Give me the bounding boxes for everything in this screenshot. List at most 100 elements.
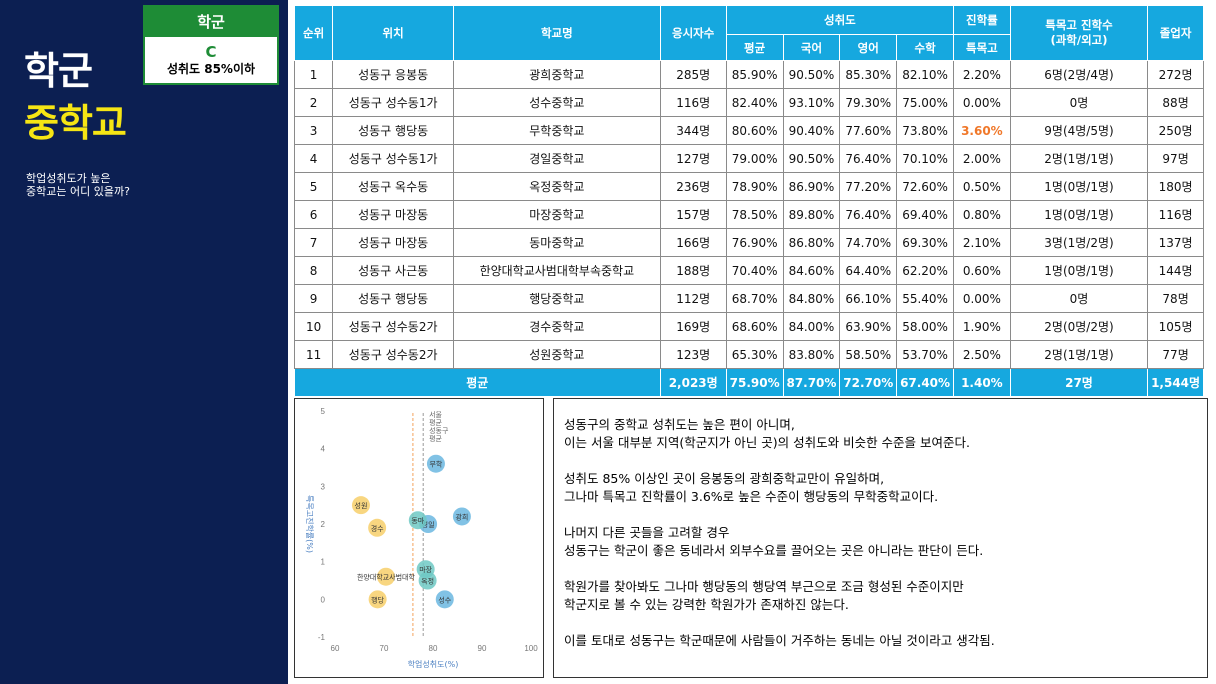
cell-korean: 84.60% — [782, 256, 841, 285]
cell-graduates: 272명 — [1147, 60, 1204, 89]
cell-avg: 79.00% — [725, 144, 784, 173]
cell-math: 53.70% — [896, 340, 954, 369]
cell-special-count: 2명(1명/1명) — [1009, 340, 1149, 369]
grade-badge: 학군 C 성취도 85%이하 — [143, 5, 279, 85]
cell-school: 성수중학교 — [453, 88, 661, 117]
data-point — [368, 518, 387, 537]
cell-special-rate: 0.60% — [952, 256, 1011, 285]
cell-graduates: 88명 — [1147, 88, 1204, 117]
y-tick-label: 4 — [321, 445, 326, 454]
cell-special-count: 9명(4명/5명) — [1009, 116, 1149, 145]
cell-location: 성동구 옥수동 — [332, 172, 455, 201]
table-body: 1 성동구 응봉동 광희중학교 285명 85.90% 90.50% 85.30% 82.10… — [293, 60, 1204, 369]
cell-graduates: 105명 — [1147, 312, 1204, 341]
cell-graduates: 77명 — [1147, 340, 1204, 369]
grade-description: 성취도 85%이하 — [166, 62, 256, 76]
data-point — [435, 590, 454, 609]
y-tick-label: 0 — [321, 595, 326, 604]
y-tick-label: -1 — [318, 633, 326, 642]
cell-special-rate: 2.20% — [952, 60, 1011, 89]
data-point-label: 동마 — [411, 516, 424, 525]
cell-avg: 80.60% — [725, 116, 784, 145]
cell-special-count: 6명(2명/4명) — [1009, 60, 1149, 89]
cell-math: 58.00% — [896, 312, 954, 341]
header-avg: 평균 — [725, 34, 784, 61]
cell-school: 광희중학교 — [453, 60, 661, 89]
cell-applicants: 285명 — [659, 60, 727, 89]
x-tick-label: 100 — [524, 644, 538, 653]
cell-avg: 70.40% — [725, 256, 784, 285]
cell-location: 성동구 마장동 — [332, 200, 455, 229]
cell-special-rate: 2.00% — [952, 144, 1011, 173]
sidebar: 학군 중학교 학업성취도가 높은 중학교는 어디 있을까? 학군 C 성취도 8… — [0, 0, 288, 684]
x-tick-label: 70 — [380, 644, 389, 653]
cell-avg: 76.90% — [725, 228, 784, 257]
cell-location: 성동구 행당동 — [332, 284, 455, 313]
cell-english: 66.10% — [839, 284, 898, 313]
commentary-paragraph-1: 성동구의 중학교 성취도는 높은 편이 아니며, 이는 서울 대부분 지역(학군… — [564, 417, 970, 450]
header-special-count: 특목고 진학수 (과학/외고) — [1009, 5, 1149, 61]
table-row: 10 성동구 성수동2가 경수중학교 169명 68.60% 84.00% 63.90% 58… — [293, 312, 1204, 341]
cell-location: 성동구 행당동 — [332, 116, 455, 145]
cell-location: 성동구 응봉동 — [332, 60, 455, 89]
cell-math: 55.40% — [896, 284, 954, 313]
cell-graduates: 137명 — [1147, 228, 1204, 257]
data-point-label: 성수 — [438, 595, 451, 604]
header-achievement: 성취도 — [725, 5, 954, 35]
data-point — [368, 590, 387, 609]
header-school: 학교명 — [453, 5, 661, 61]
cell-rank: 6 — [293, 200, 334, 229]
cell-english: 85.30% — [839, 60, 898, 89]
header-special: 특목고 — [952, 34, 1011, 61]
table-row: 7 성동구 마장동 동마중학교 166명 76.90% 86.80% 74.70% 69.30… — [293, 228, 1204, 257]
cell-korean: 90.40% — [782, 116, 841, 145]
y-axis-label: 특목고진학률(%) — [305, 495, 315, 553]
grade-letter: C — [205, 43, 217, 61]
cell-english: 58.50% — [839, 340, 898, 369]
cell-korean: 90.50% — [782, 144, 841, 173]
cell-school: 옥정중학교 — [453, 172, 661, 201]
data-point — [416, 560, 435, 579]
cell-english: 76.40% — [839, 200, 898, 229]
cell-math: 69.30% — [896, 228, 954, 257]
cell-avg: 68.70% — [725, 284, 784, 313]
cell-applicants: 116명 — [659, 88, 727, 117]
cell-graduates: 250명 — [1147, 116, 1204, 145]
cell-korean: 84.80% — [782, 284, 841, 313]
data-point-label: 마장 — [419, 565, 432, 574]
cell-english: 77.20% — [839, 172, 898, 201]
cell-location: 성동구 성수동2가 — [332, 340, 455, 369]
header-graduates: 졸업자 — [1147, 5, 1204, 61]
cell-rank: 1 — [293, 60, 334, 89]
cell-rank: 8 — [293, 256, 334, 285]
table-row: 11 성동구 성수동2가 성원중학교 123명 65.30% 83.80% 58.50% 53… — [293, 340, 1204, 369]
average-applicants: 2,023명 — [659, 368, 727, 397]
data-point — [408, 511, 427, 530]
cell-school: 경일중학교 — [453, 144, 661, 173]
cell-avg: 82.40% — [725, 88, 784, 117]
cell-math: 62.20% — [896, 256, 954, 285]
school-ranking-table: 순위 위치 학교명 응시자수 성취도 진학률 특목고 진학수 (과학/외고) 졸… — [293, 5, 1204, 397]
scatter-chart: -1 0 1 2 3 4 5 60 70 80 90 100 서울 평균 성동구 평균 광희 성수 무학 경일 옥정 마장… — [294, 398, 544, 678]
cell-applicants: 123명 — [659, 340, 727, 369]
cell-applicants: 166명 — [659, 228, 727, 257]
cell-avg: 65.30% — [725, 340, 784, 369]
average-special-count: 27명 — [1009, 368, 1149, 397]
x-axis-label: 학업성취도(%) — [408, 659, 459, 669]
cell-special-count: 2명(0명/2명) — [1009, 312, 1149, 341]
commentary-box: 성동구의 중학교 성취도는 높은 편이 아니며, 이는 서울 대부분 지역(학군… — [553, 398, 1208, 678]
data-point-label: 경일 — [422, 520, 435, 529]
cell-korean: 89.80% — [782, 200, 841, 229]
cell-school: 성원중학교 — [453, 340, 661, 369]
data-point-label: 한양대학교사범대학 — [357, 573, 416, 582]
table-row: 4 성동구 성수동1가 경일중학교 127명 79.00% 90.50% 76.40% 70.… — [293, 144, 1204, 173]
cell-rank: 5 — [293, 172, 334, 201]
average-english: 72.70% — [839, 368, 898, 397]
cell-korean: 93.10% — [782, 88, 841, 117]
cell-location: 성동구 성수동1가 — [332, 88, 455, 117]
cell-applicants: 344명 — [659, 116, 727, 145]
cell-special-rate: 0.00% — [952, 284, 1011, 313]
cell-math: 69.40% — [896, 200, 954, 229]
cell-applicants: 127명 — [659, 144, 727, 173]
cell-avg: 68.60% — [725, 312, 784, 341]
